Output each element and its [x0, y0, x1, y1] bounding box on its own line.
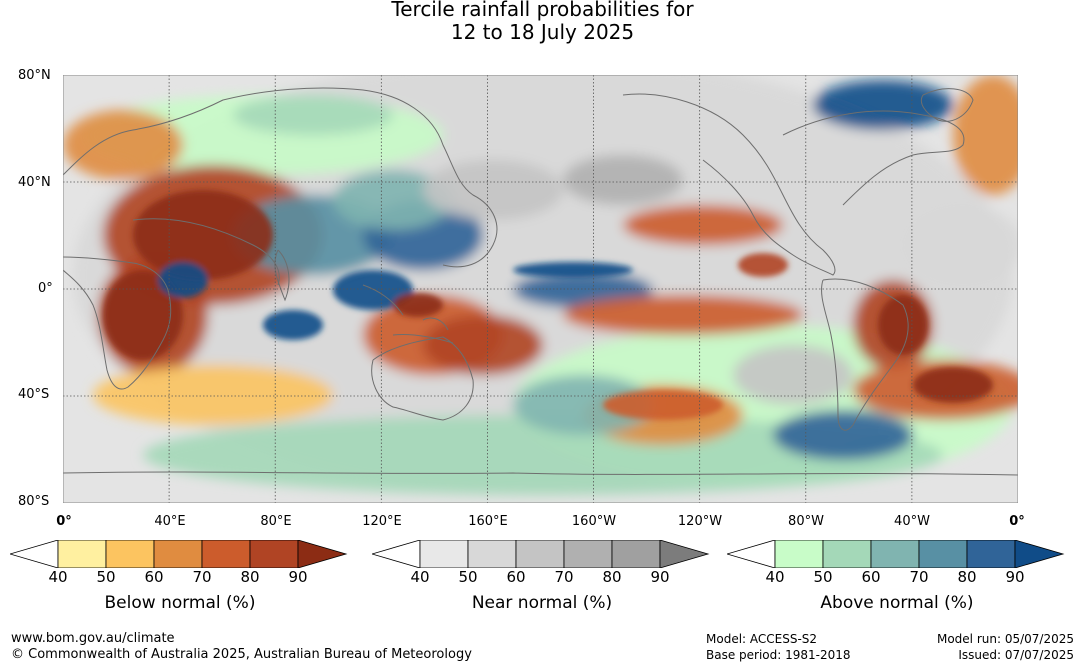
colorbar-segment — [611, 540, 661, 568]
colorbar-segment — [57, 540, 107, 568]
probability-region — [423, 315, 543, 375]
probability-region — [333, 170, 453, 230]
colorbar-above-normal — [727, 540, 1065, 568]
colorbar-tick-label: 90 — [1005, 568, 1025, 586]
colorbar-lower-extension — [372, 540, 421, 568]
probability-region — [333, 270, 413, 310]
lon-label-40e: 40°E — [154, 514, 186, 529]
colorbar-segment — [249, 540, 299, 568]
colorbar-segment — [774, 540, 824, 568]
colorbar-tick-label: 40 — [48, 568, 68, 586]
colorbar-tick-label: 50 — [458, 568, 478, 586]
colorbar-tick-label: 70 — [909, 568, 929, 586]
colorbar-upper-extension — [1014, 540, 1065, 568]
colorbar-tick-label: 80 — [957, 568, 977, 586]
probability-region — [93, 365, 333, 425]
colorbar-segment — [870, 540, 920, 568]
lat-label-equator: 0° — [38, 281, 53, 296]
footer-model: Model: ACCESS-S2 — [706, 632, 818, 646]
probability-region — [878, 295, 928, 355]
lon-label-0-left: 0° — [56, 514, 72, 529]
lon-label-120w: 120°W — [677, 514, 723, 529]
probability-region — [513, 375, 653, 435]
probability-region — [263, 310, 323, 340]
colorbar-segment — [153, 540, 203, 568]
lon-label-120e: 120°E — [362, 514, 402, 529]
lat-label-40n: 40°N — [18, 175, 51, 190]
colorbar-lower-extension — [727, 540, 776, 568]
colorbar-tick-label: 80 — [602, 568, 622, 586]
colorbar-tick-label: 90 — [650, 568, 670, 586]
colorbar-tick-label: 40 — [410, 568, 430, 586]
probability-cores — [103, 190, 993, 420]
colorbar-near-normal — [372, 540, 710, 568]
colorbar-segment — [515, 540, 565, 568]
chart-title-line2: 12 to 18 July 2025 — [450, 20, 635, 44]
footer-copyright: © Commonwealth of Australia 2025, Austra… — [11, 647, 472, 662]
footer-issued: Issued: 07/07/2025 — [958, 648, 1074, 662]
colorbar-segment — [822, 540, 872, 568]
probability-region — [773, 410, 913, 460]
colorbar-tick-label: 80 — [240, 568, 260, 586]
rainfall-probability-map — [63, 75, 1018, 503]
colorbar-tick-label: 90 — [288, 568, 308, 586]
probability-region — [143, 415, 943, 495]
probability-region — [423, 160, 563, 220]
colorbar-label-below: Below normal (%) — [104, 593, 256, 613]
colorbar-tick-label: 50 — [96, 568, 116, 586]
colorbar-label-near: Near normal (%) — [471, 593, 613, 613]
footer-model-run: Model run: 05/07/2025 — [936, 632, 1074, 646]
lon-label-160e: 160°E — [468, 514, 508, 529]
lat-label-80n: 80°N — [18, 68, 51, 83]
probability-region — [603, 390, 723, 420]
colorbar-tick-label: 40 — [765, 568, 785, 586]
coastlines — [63, 87, 1018, 476]
colorbar-tick-label: 60 — [144, 568, 164, 586]
probability-region — [103, 270, 183, 360]
colorbar-below-normal — [10, 540, 348, 568]
colorbar-segment — [467, 540, 517, 568]
probability-region — [63, 110, 183, 180]
colorbar-segment — [966, 540, 1016, 568]
probability-region — [913, 367, 993, 403]
colorbar-tick-label: 60 — [861, 568, 881, 586]
lat-label-80s: 80°S — [18, 494, 50, 509]
lon-label-80e: 80°E — [260, 514, 292, 529]
colorbar-label-above: Above normal (%) — [820, 593, 974, 613]
probability-region — [233, 95, 393, 135]
colorbar-tick-label: 70 — [192, 568, 212, 586]
colorbar-segment — [105, 540, 155, 568]
footer-base-period: Base period: 1981-2018 — [706, 648, 851, 662]
graticule — [63, 75, 1018, 503]
probability-region — [563, 155, 683, 205]
colorbar-segment — [419, 540, 469, 568]
footer-url: www.bom.gov.au/climate — [11, 631, 175, 646]
lon-label-0-right: 0° — [1009, 514, 1025, 529]
probability-region — [733, 345, 853, 405]
probability-region — [903, 205, 1018, 285]
colorbar-upper-extension — [659, 540, 710, 568]
probability-region — [513, 262, 633, 278]
colorbar-tick-label: 70 — [554, 568, 574, 586]
colorbar-segment — [201, 540, 251, 568]
probability-region — [813, 80, 953, 130]
colorbar-tick-label: 50 — [813, 568, 833, 586]
probability-region — [393, 293, 443, 317]
lon-label-160w: 160°W — [571, 514, 617, 529]
lon-label-40w: 40°W — [894, 514, 930, 529]
probability-region — [158, 262, 208, 298]
colorbar-upper-extension — [297, 540, 348, 568]
probability-region — [563, 295, 803, 335]
colorbar-segment — [918, 540, 968, 568]
probability-region — [738, 253, 788, 277]
lon-label-80w: 80°W — [788, 514, 824, 529]
probability-region — [623, 205, 783, 245]
colorbar-tick-label: 60 — [506, 568, 526, 586]
colorbar-lower-extension — [10, 540, 59, 568]
probability-region — [953, 75, 1018, 195]
chart-title-line1: Tercile rainfall probabilities for — [391, 0, 694, 21]
colorbar-segment — [563, 540, 613, 568]
lat-label-40s: 40°S — [18, 387, 50, 402]
probability-region — [133, 190, 273, 280]
